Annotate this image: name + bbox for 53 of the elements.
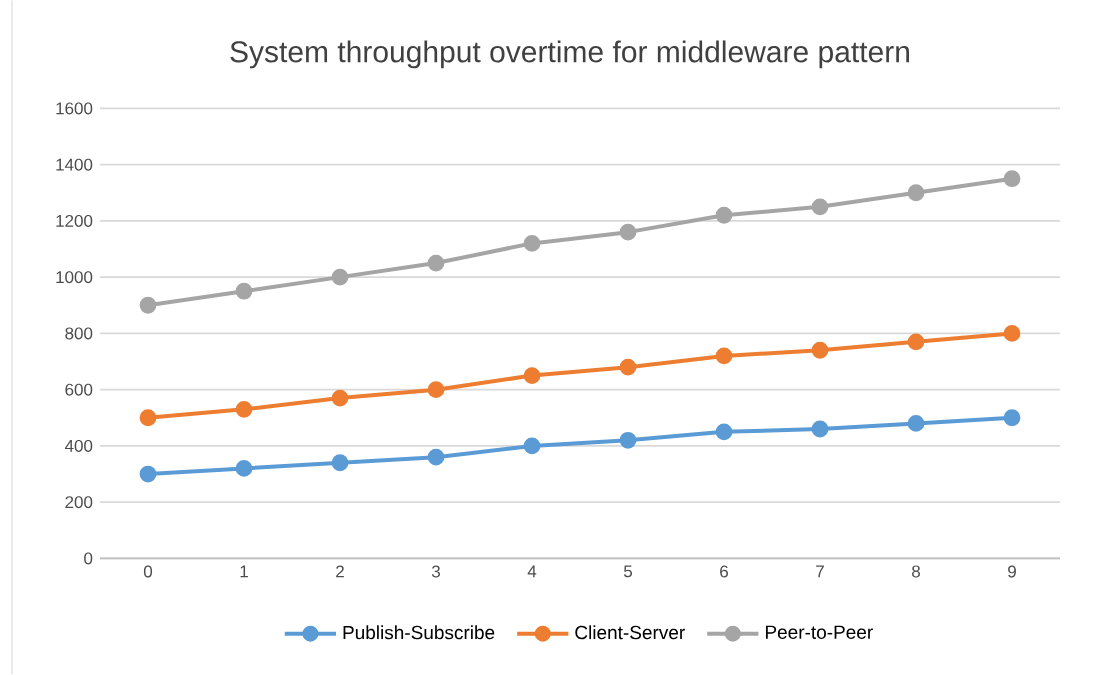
y-tick-label: 1400: [56, 158, 93, 171]
y-tick-label: 600: [65, 383, 93, 396]
point: [427, 381, 445, 399]
point: [907, 333, 925, 351]
point: [235, 401, 253, 418]
point: [523, 437, 541, 455]
point: [907, 184, 925, 202]
point: [523, 367, 541, 385]
point: [619, 223, 637, 241]
point: [331, 454, 349, 472]
point: [811, 341, 829, 359]
point: [715, 423, 733, 441]
x-tick-label: 1: [240, 565, 248, 578]
x-tick-label: 6: [720, 565, 728, 578]
point: [331, 268, 349, 286]
x-tick-label: 3: [431, 565, 440, 578]
x-tick-label: 2: [336, 565, 344, 578]
point: [619, 431, 637, 449]
y-tick-label: 800: [65, 327, 93, 340]
legend-label: Peer-to-Peer: [766, 625, 873, 639]
y-tick-label: 1200: [56, 214, 93, 227]
point: [235, 282, 253, 300]
y-tick-label: 1000: [56, 271, 93, 284]
legend-label: Publish-Subscribe: [343, 625, 495, 640]
x-tick-label: 8: [912, 565, 920, 578]
point: [139, 296, 157, 314]
point: [715, 347, 733, 365]
y-tick-label: 1600: [56, 102, 93, 115]
point: [427, 254, 445, 272]
y-tick-label: 400: [64, 439, 93, 452]
x-tick-label: 4: [527, 565, 537, 578]
x-tick-label: 7: [816, 565, 824, 578]
point: [1003, 325, 1021, 342]
point: [139, 409, 157, 427]
point: [715, 206, 733, 224]
y-tick-label: 0: [84, 552, 93, 565]
point: [811, 420, 829, 438]
point: [139, 465, 157, 483]
point: [331, 389, 349, 407]
x-tick-label: 0: [143, 565, 153, 578]
point: [235, 460, 253, 477]
point: [811, 198, 829, 216]
x-tick-label: 9: [1008, 565, 1016, 578]
x-tick-label: 5: [623, 565, 633, 578]
point: [427, 448, 445, 466]
chart-title: System throughput overtime for middleware pattern: [230, 40, 909, 69]
legend-label: Client-Server: [575, 625, 685, 640]
y-tick-label: 200: [65, 496, 93, 509]
point: [619, 358, 637, 376]
point: [907, 415, 925, 432]
point: [523, 235, 541, 252]
point: [1003, 409, 1021, 427]
point: [1003, 170, 1021, 188]
